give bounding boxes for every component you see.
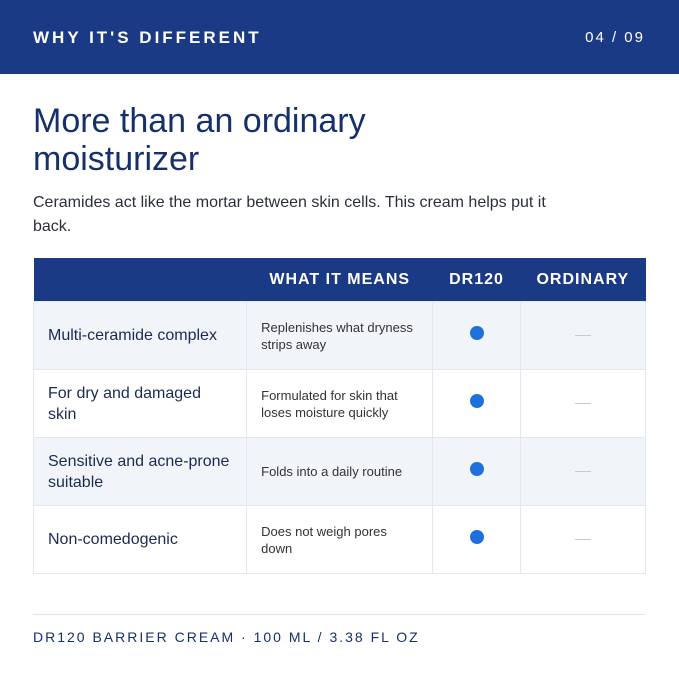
dash-icon bbox=[574, 402, 591, 404]
ordinary-cell bbox=[519, 301, 647, 370]
table-row: Sensitive and acne-prone suitable Folds i… bbox=[32, 437, 647, 506]
divider bbox=[33, 614, 646, 615]
meaning-cell: Does not weigh pores down bbox=[246, 505, 434, 574]
table-body: Multi-ceramide complex Replenishes what d… bbox=[32, 301, 647, 574]
table-row: For dry and damaged skin Formulated for s… bbox=[32, 369, 647, 438]
table-row: Non-comedogenic Does not weigh pores down bbox=[32, 505, 647, 574]
feature-cell: Multi-ceramide complex bbox=[32, 301, 248, 370]
dash-icon bbox=[574, 334, 591, 336]
meaning-cell: Folds into a daily routine bbox=[246, 437, 434, 506]
dr120-cell bbox=[432, 369, 521, 438]
column-header: ORDINARY bbox=[520, 258, 646, 302]
footer: DR120 BARRIER CREAM · 100 ML / 3.38 FL O… bbox=[33, 629, 420, 645]
meaning-cell: Formulated for skin that loses moisture … bbox=[246, 369, 434, 438]
dash-icon bbox=[574, 470, 591, 472]
ordinary-cell bbox=[519, 505, 647, 574]
heading: More than an ordinary moisturizer bbox=[33, 102, 366, 178]
check-dot bbox=[469, 326, 484, 340]
check-dot bbox=[469, 530, 484, 544]
meaning-cell: Replenishes what dryness strips away bbox=[246, 301, 434, 370]
dash-icon bbox=[574, 538, 591, 540]
dr120-cell bbox=[432, 437, 521, 506]
header-title: WHY IT'S DIFFERENT bbox=[33, 28, 262, 47]
ordinary-cell bbox=[519, 369, 647, 438]
column-header: DR120 bbox=[432, 258, 521, 302]
check-dot bbox=[469, 394, 484, 408]
comparison-table: WHAT IT MEANS DR120 ORDINARY Multi-ceram… bbox=[32, 258, 647, 574]
page-number: 04 / 09 bbox=[585, 29, 645, 46]
table-row: Multi-ceramide complex Replenishes what d… bbox=[32, 301, 647, 370]
ordinary-cell bbox=[519, 437, 647, 506]
table-header: WHAT IT MEANS DR120 ORDINARY bbox=[33, 258, 646, 302]
feature-cell: Sensitive and acne-prone suitable bbox=[32, 437, 248, 506]
check-dot bbox=[469, 462, 484, 476]
intro: Ceramides act like the mortar between sk… bbox=[33, 194, 546, 235]
feature-cell: For dry and damaged skin bbox=[32, 369, 248, 438]
dr120-cell bbox=[432, 505, 521, 574]
feature-cell: Non-comedogenic bbox=[32, 505, 248, 574]
blank-header bbox=[33, 258, 247, 302]
dr120-cell bbox=[432, 301, 521, 370]
column-header: WHAT IT MEANS bbox=[246, 258, 433, 302]
header-bar: WHY IT'S DIFFERENT 04 / 09 bbox=[0, 0, 679, 74]
